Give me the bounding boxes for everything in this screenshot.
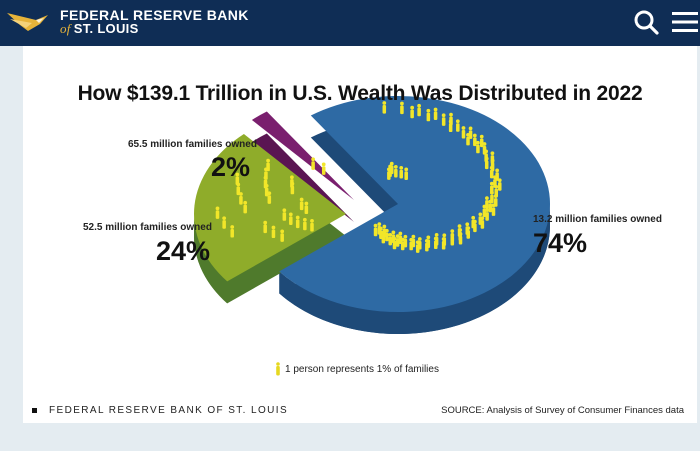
- person-figure-icon: [398, 231, 403, 245]
- pie-slice-largest: [279, 96, 550, 312]
- person-figure-icon: [490, 151, 495, 164]
- person-figure-icon: [389, 161, 394, 175]
- person-figure-icon: [490, 190, 494, 204]
- person-figure-icon: [480, 216, 485, 229]
- footer-source-text: FEDERAL RESERVE BANK OF ST. LOUIS: [49, 405, 289, 416]
- person-figure-icon: [282, 208, 287, 221]
- infographic-card: How $139.1 Trillion in U.S. Wealth Was D…: [23, 46, 697, 423]
- person-figure-icon: [384, 228, 389, 242]
- slice-label-top: 65.5 million families owned: [128, 139, 257, 150]
- search-icon[interactable]: [633, 9, 659, 35]
- chart-legend: 1 person represents 1% of families: [275, 362, 439, 376]
- person-figure-icon: [466, 226, 471, 239]
- person-figure-icon: [482, 142, 487, 155]
- person-figure-icon: [381, 230, 386, 244]
- pie-slice-largest-wall: [279, 204, 550, 334]
- person-figure-icon: [373, 223, 378, 237]
- person-figure-icon: [290, 175, 294, 188]
- person-figure-icon: [215, 206, 220, 219]
- person-figure-icon: [403, 234, 408, 248]
- person-figure-icon: [295, 215, 300, 229]
- person-figure-icon: [497, 178, 502, 191]
- person-figure-icon: [235, 172, 240, 186]
- person-figure-icon: [473, 219, 477, 233]
- person-figure-icon: [424, 238, 429, 252]
- person-figure-icon: [310, 219, 314, 232]
- person-figure-icon: [382, 101, 387, 114]
- pie-slice-top-bottom: [251, 133, 354, 222]
- person-figure-icon: [388, 232, 393, 246]
- person-figure-icon: [441, 237, 446, 250]
- person-figure-icon: [400, 101, 404, 115]
- person-figure-icon: [433, 107, 438, 121]
- person-figure-icon: [288, 212, 293, 225]
- footer-square-icon: [32, 408, 37, 413]
- pie-slice-middle-wall: [194, 214, 228, 304]
- logo-text-line2[interactable]: of ST. LOUIS: [60, 21, 139, 37]
- logo-of-text: of: [60, 21, 71, 36]
- eagle-logo-icon[interactable]: [6, 7, 50, 37]
- person-figure-icon: [455, 119, 460, 132]
- person-figure-icon: [280, 229, 285, 242]
- person-figure-icon: [476, 140, 480, 154]
- footer-source: FEDERAL RESERVE BANK OF ST. LOUIS: [32, 405, 288, 416]
- person-figure-icon: [472, 133, 477, 147]
- person-figure-icon: [468, 126, 473, 139]
- person-figure-icon: [400, 237, 405, 251]
- person-figure-icon: [450, 233, 455, 246]
- chart-title: How $139.1 Trillion in U.S. Wealth Was D…: [77, 82, 643, 105]
- person-figure-icon: [491, 203, 496, 216]
- person-figure-icon: [426, 108, 431, 122]
- slice-value-top: 2%: [211, 152, 251, 182]
- person-figure-icon: [271, 225, 276, 239]
- person-figure-icon: [299, 197, 304, 211]
- person-figure-icon: [479, 134, 484, 148]
- footer-note: SOURCE: Analysis of Survey of Consumer F…: [441, 405, 684, 416]
- site-header: FEDERAL RESERVE BANK of ST. LOUIS: [0, 0, 700, 46]
- person-figure-icon: [392, 236, 397, 250]
- slice-value-largest: 74%: [533, 228, 588, 258]
- person-figure-icon: [243, 200, 248, 214]
- pie-chart: [194, 96, 550, 335]
- pie-slice-middle: [194, 133, 346, 282]
- hamburger-menu-icon[interactable]: [672, 10, 698, 34]
- person-figure-icon: [304, 201, 309, 215]
- slice-label-middle: 52.5 million families owned: [83, 222, 212, 233]
- person-figure-icon: [311, 157, 315, 170]
- person-figure-icon: [449, 112, 453, 126]
- logo-text-line1[interactable]: FEDERAL RESERVE BANK: [60, 7, 249, 23]
- person-figure-icon: [395, 234, 400, 247]
- pie-slice-top: [251, 111, 354, 200]
- person-figure-icon: [404, 167, 409, 180]
- person-figure-icon: [458, 232, 463, 245]
- legend-text: 1 person represents 1% of families: [285, 363, 439, 375]
- person-figure-icon: [266, 158, 270, 172]
- slice-label-largest: 13.2 million families owned: [533, 214, 662, 225]
- person-figure-icon: [409, 237, 414, 251]
- person-figure-icon: [410, 105, 415, 119]
- person-figure-icon: [495, 168, 500, 181]
- person-figure-icon: [482, 204, 487, 218]
- person-figure-icon: [415, 240, 420, 253]
- person-figure-icon: [488, 199, 493, 213]
- person-figure-icon: [263, 220, 268, 234]
- person-figure-icon: [433, 236, 438, 250]
- person-figure-icon: [222, 216, 227, 229]
- person-figure-icon: [441, 113, 446, 126]
- person-figure-icon: [321, 162, 326, 175]
- person-figure-icon: [399, 166, 404, 179]
- person-figure-icon: [417, 103, 421, 117]
- person-figure-icon: [485, 208, 489, 221]
- person-figure-icon: [302, 217, 307, 231]
- slice-value-middle: 24%: [156, 236, 211, 266]
- logo-st-louis-text: ST. LOUIS: [73, 21, 139, 36]
- person-figure-icon: [276, 362, 280, 376]
- person-figure-icon: [230, 225, 235, 238]
- person-figure-icon: [393, 165, 398, 178]
- person-figure-icon: [461, 126, 466, 139]
